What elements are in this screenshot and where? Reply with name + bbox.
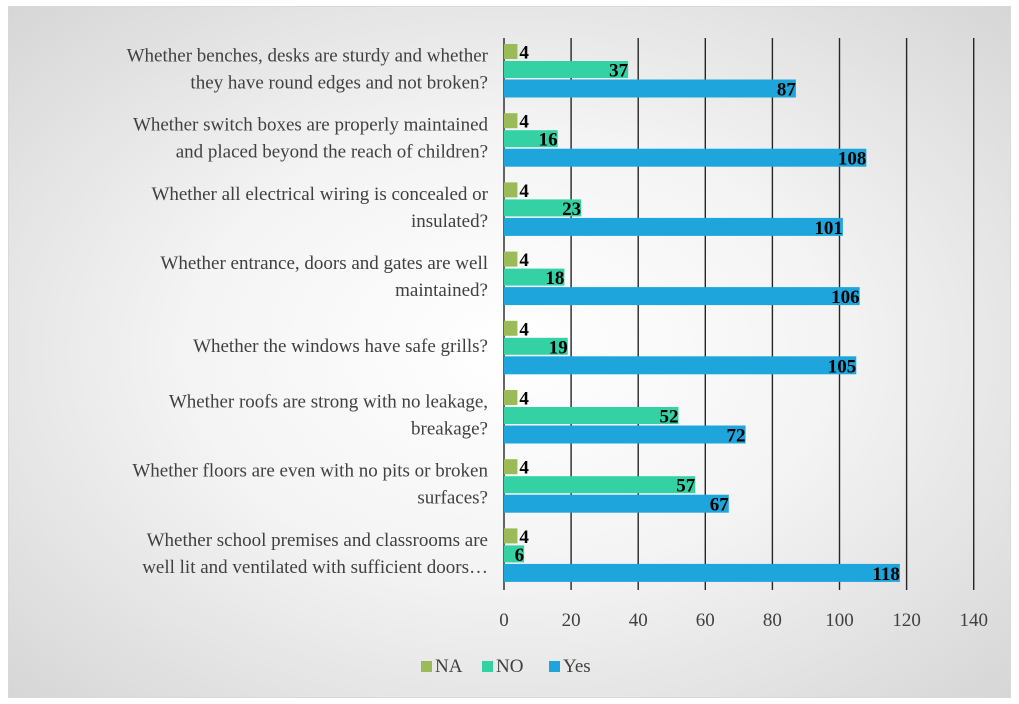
bar-no-1 [504, 130, 558, 148]
category-label-0: Whether benches, desks are sturdy and wh… [127, 46, 489, 94]
bar-na-0 [504, 44, 518, 59]
bar-yes-4 [504, 356, 857, 375]
x-tick-140: 140 [959, 610, 988, 631]
category-label-3: Whether entrance, doors and gates are we… [160, 253, 488, 301]
bar-yes-1 [504, 148, 867, 167]
bar-no-4 [504, 337, 568, 355]
bar-yes-0 [504, 79, 796, 98]
data-label-yes-0: 87 [777, 80, 797, 101]
legend-label-no: NO [496, 656, 523, 677]
data-label-na-0: 4 [519, 43, 529, 64]
data-label-no-7: 6 [515, 545, 525, 566]
bar-no-3 [504, 268, 565, 286]
legend-swatch-na [421, 661, 432, 672]
data-label-na-1: 4 [519, 112, 529, 133]
x-tick-40: 40 [629, 610, 648, 631]
bar-yes-2 [504, 217, 843, 236]
bars [504, 44, 900, 582]
bar-yes-3 [504, 287, 860, 306]
bar-na-1 [504, 113, 518, 129]
data-labels: 4 37 87 4 16 108 4 23 101 4 18 106 4 19 105 4 52 72 4 57 67 4… [515, 43, 900, 585]
x-tick-20: 20 [562, 610, 581, 631]
legend-label-na: NA [435, 656, 463, 677]
data-label-no-0: 37 [609, 61, 629, 82]
data-label-na-7: 4 [519, 527, 529, 548]
data-label-na-2: 4 [519, 181, 529, 202]
bar-na-3 [504, 251, 518, 267]
bar-no-7 [504, 545, 525, 563]
bar-no-6 [504, 476, 696, 494]
bar-na-4 [504, 320, 518, 336]
data-label-no-3: 18 [545, 268, 564, 289]
category-label-1: Whether switch boxes are properly mainta… [133, 115, 489, 163]
legend-label-yes: Yes [563, 656, 591, 677]
bar-yes-5 [504, 425, 746, 444]
bar-na-2 [504, 182, 518, 198]
x-tick-60: 60 [696, 610, 715, 631]
x-tick-100: 100 [825, 610, 854, 631]
category-labels: Whether benches, desks are sturdy and wh… [127, 46, 489, 578]
data-label-yes-4: 105 [828, 356, 857, 377]
bar-no-5 [504, 407, 679, 424]
x-tick-0: 0 [499, 610, 509, 631]
category-label-4: Whether the windows have safe grills? [193, 336, 488, 357]
legend: NA NO Yes [421, 656, 591, 677]
legend-swatch-yes [549, 661, 560, 672]
data-label-no-6: 57 [676, 476, 696, 497]
data-label-na-4: 4 [519, 319, 529, 340]
data-label-yes-2: 101 [814, 218, 843, 239]
category-label-5: Whether roofs are strong with no leakage… [169, 392, 488, 440]
data-label-no-1: 16 [539, 130, 558, 151]
category-label-2: Whether all electrical wiring is conceal… [151, 184, 488, 232]
data-label-yes-3: 106 [831, 287, 860, 308]
data-label-no-2: 23 [562, 199, 581, 220]
bar-yes-7 [504, 563, 900, 582]
category-label-7: Whether school premises and classrooms a… [142, 530, 488, 578]
x-tick-80: 80 [763, 610, 782, 631]
category-label-6: Whether floors are even with no pits or … [132, 461, 488, 509]
bar-na-6 [504, 459, 518, 475]
data-label-na-5: 4 [519, 389, 529, 410]
data-label-yes-1: 108 [838, 149, 867, 170]
data-label-no-4: 19 [549, 337, 568, 358]
data-label-no-5: 52 [659, 407, 678, 428]
data-label-yes-5: 72 [727, 426, 746, 447]
data-label-yes-6: 67 [710, 495, 730, 516]
bar-no-2 [504, 199, 582, 217]
data-label-na-6: 4 [519, 458, 529, 479]
x-tick-labels: 0 20 40 60 80 100 120 140 [499, 610, 988, 631]
bar-na-7 [504, 528, 518, 544]
x-tick-120: 120 [892, 610, 921, 631]
bar-no-0 [504, 61, 629, 78]
bar-na-5 [504, 390, 518, 405]
data-label-na-3: 4 [519, 250, 529, 271]
bar-yes-6 [504, 494, 729, 513]
legend-swatch-no [482, 661, 493, 672]
data-label-yes-7: 118 [872, 564, 899, 585]
